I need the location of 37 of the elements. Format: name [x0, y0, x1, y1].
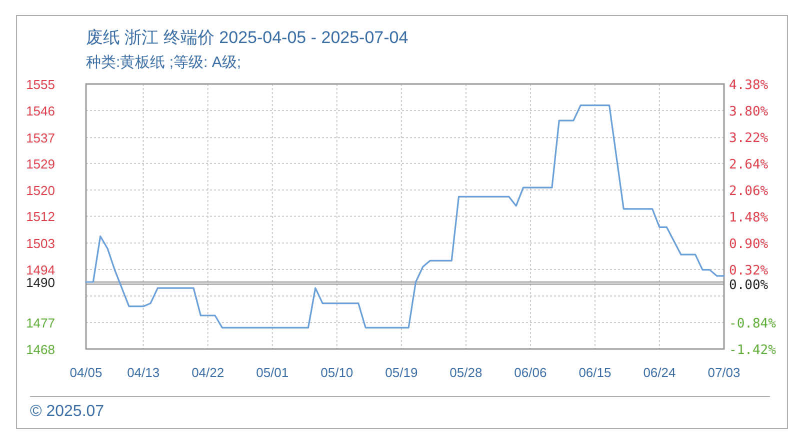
x-tick-label: 07/03 [708, 365, 740, 380]
y2-tick-label: 2.64% [729, 158, 768, 172]
x-tick-label: 05/19 [385, 365, 418, 380]
x-tick-label: 06/24 [643, 365, 676, 380]
x-tick-label: 04/13 [127, 365, 160, 380]
y2-tick-label: 4.38% [729, 78, 768, 93]
line-series [85, 104, 725, 328]
y2-tick-label: -0.84% [729, 316, 776, 332]
y2-tick-label: -1.42% [729, 343, 776, 358]
y-tick-label: 1537 [26, 130, 55, 146]
y2-tick-label: 3.80% [729, 104, 768, 120]
x-tick-label: 05/01 [256, 365, 289, 380]
y-tick-label: 1503 [26, 236, 55, 251]
x-tick-label: 04/05 [70, 365, 102, 380]
ref-line-label: 1490 [26, 274, 55, 290]
ref-line-label: 0.00% [729, 278, 768, 294]
y-tick-label: 1546 [26, 104, 55, 118]
y-tick-label: 1468 [26, 342, 55, 357]
x-tick-label: 05/10 [320, 365, 354, 380]
y2-tick-label: 1.48% [729, 210, 768, 226]
y-tick-label: 1520 [26, 183, 55, 198]
y2-tick-label: 0.90% [729, 237, 768, 252]
chart-title: 废纸 浙江 终端价 2025-04-05 - 2025-07-04 [86, 28, 408, 47]
y2-tick-label: 3.22% [729, 131, 768, 146]
x-tick-label: 05/28 [450, 365, 482, 380]
y-tick-label: 1477 [26, 316, 55, 330]
y-tick-label: 1529 [26, 156, 55, 172]
y-tick-label: 1494 [26, 262, 55, 278]
y-tick-label: 1555 [26, 77, 55, 92]
chart-subtitle: 种类:黄板纸 ;等级: A级; [86, 54, 242, 71]
x-tick-label: 06/15 [578, 365, 612, 380]
x-tick-label: 06/06 [514, 365, 547, 380]
x-tick-label: 04/22 [192, 365, 224, 380]
y2-tick-label: 2.06% [729, 184, 768, 199]
text: © 2025.07 [30, 403, 104, 420]
y-tick-label: 1512 [26, 209, 55, 224]
y2-tick-label: 0.32% [729, 264, 768, 278]
